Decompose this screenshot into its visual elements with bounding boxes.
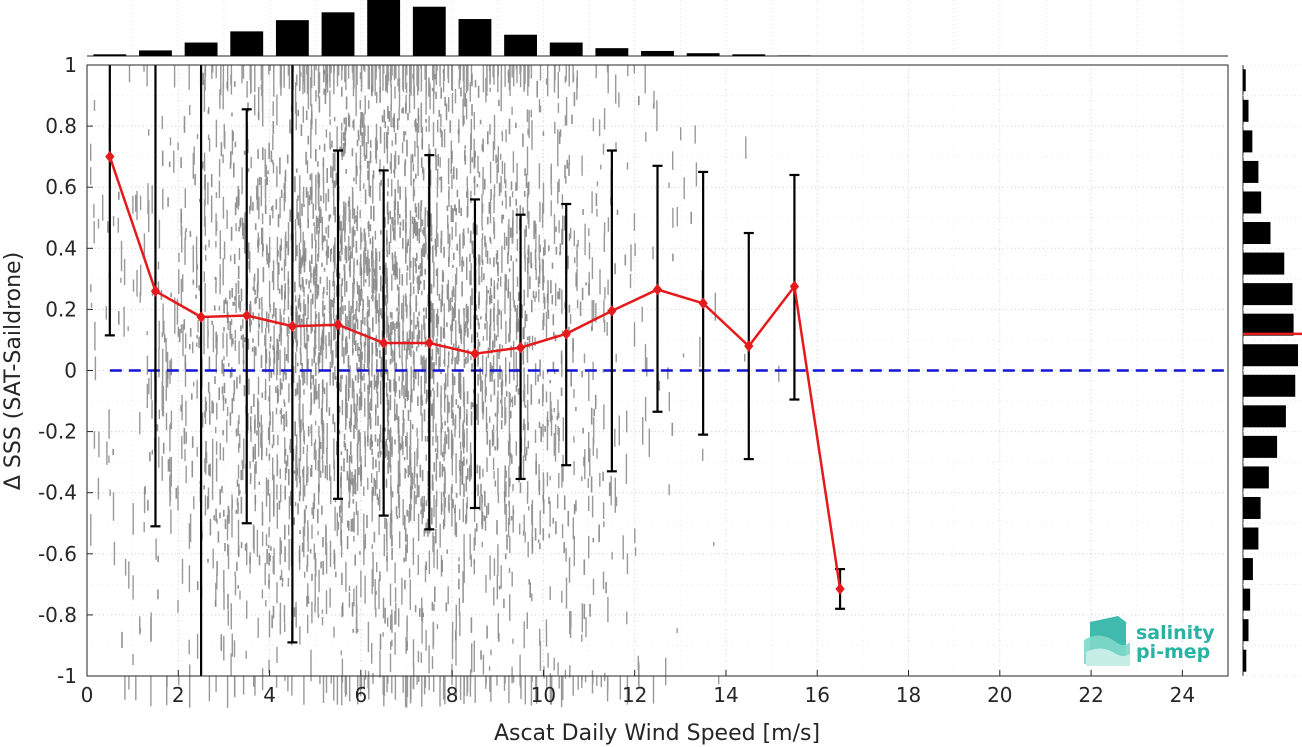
right-hist-bar [1243,649,1247,672]
right-hist-bar [1243,313,1294,336]
right-hist-bar [1243,283,1293,306]
axis-ticks: 0 2 4 6 8 10 12 14 16 18 20 22 24-1-0.8-0.6-0.4-0.20… [38,53,1195,707]
x-tick-label: 14 [713,683,738,707]
salinity-pimep-logo: salinity pi-mep [1084,616,1215,666]
x-tick-label: 4 [263,683,276,707]
mean-point [561,328,571,340]
top-hist-bar [139,50,172,56]
y-tick-label: -1 [57,664,77,688]
x-tick-label: 24 [1170,683,1195,707]
mean-point [652,283,663,296]
right-hist-bar [1243,466,1269,489]
mean-point [105,150,115,163]
right-hist-bar [1243,130,1253,153]
mean-point [287,320,298,333]
x-tick-label: 6 [354,683,367,707]
top-hist-bar [641,50,674,56]
mean-point [150,285,161,297]
mean-point [424,337,434,349]
mean-point [196,311,206,323]
main-plot-area [86,64,1229,708]
x-tick-label: 8 [446,683,459,707]
top-hist-bar [275,20,309,56]
y-tick-label: -0.2 [38,420,77,444]
y-tick-label: 1 [64,53,77,77]
y-tick-label: 0.2 [45,297,77,321]
mean-point [242,309,252,322]
top-hist-bar [93,54,127,56]
top-histogram [87,0,1228,57]
right-hist-bar [1243,160,1259,183]
logo-text-line1: salinity [1136,622,1215,644]
right-hist-bar [1243,374,1296,397]
top-hist-bar [230,31,264,56]
right-hist-bar [1243,435,1278,458]
mean-point [835,583,845,595]
y-tick-label: 0 [64,359,77,383]
right-hist-bar [1243,496,1261,519]
top-hist-bar [504,34,538,56]
x-tick-label: 22 [1078,683,1103,707]
mean-point [607,305,617,317]
x-tick-label: 18 [896,683,921,707]
right-hist-bar [1243,222,1271,245]
scatter-core [107,69,692,660]
y-tick-label: -0.6 [38,542,77,566]
y-tick-label: -0.4 [38,481,77,505]
y-tick-label: 0.6 [45,175,77,199]
right-hist-bar [1243,558,1253,581]
top-hist-bar [412,6,446,56]
top-hist-bar [686,53,720,56]
x-tick-label: 10 [531,683,556,707]
top-hist-bar [595,48,629,56]
right-hist-bar [1243,619,1249,642]
logo-mark-icon [1084,616,1130,666]
mean-point [515,341,526,354]
top-hist-bar [321,12,355,56]
y-tick-label: -0.8 [38,603,77,627]
top-hist-bar [458,19,492,56]
mean-point [379,337,389,349]
right-hist-bar [1243,588,1251,611]
x-tick-label: 2 [172,683,185,707]
mean-line-series [105,150,845,595]
top-hist-bar [549,42,583,56]
top-hist-bar [777,55,811,56]
right-hist-bar [1243,344,1298,367]
x-tick-label: 12 [622,683,647,707]
mean-point [333,318,343,331]
y-tick-label: 0.4 [45,236,77,260]
mean-point [698,297,708,310]
right-hist-bar [1243,191,1262,214]
error-bars [104,65,846,676]
top-hist-bar [732,54,766,56]
x-tick-label: 20 [987,683,1012,707]
logo-text-line2: pi-mep [1136,641,1210,663]
right-hist-bar [1243,527,1259,550]
x-axis-title: Ascat Daily Wind Speed [m/s] [494,721,820,746]
x-tick-label: 16 [805,683,830,707]
y-axis-title: Δ SSS (SAT-Saildrone) [1,252,26,490]
mean-point [744,340,754,352]
mean-point [470,347,480,360]
right-histogram [1242,64,1302,677]
right-hist-bar [1243,405,1286,428]
right-hist-bar [1243,99,1249,122]
mean-point [789,280,800,293]
right-hist-bar [1243,252,1285,275]
right-hist-bar [1243,69,1246,92]
top-hist-bar [367,0,401,56]
y-tick-label: 0.8 [45,114,77,138]
x-tick-label: 0 [81,683,94,707]
top-hist-bar [184,42,218,56]
